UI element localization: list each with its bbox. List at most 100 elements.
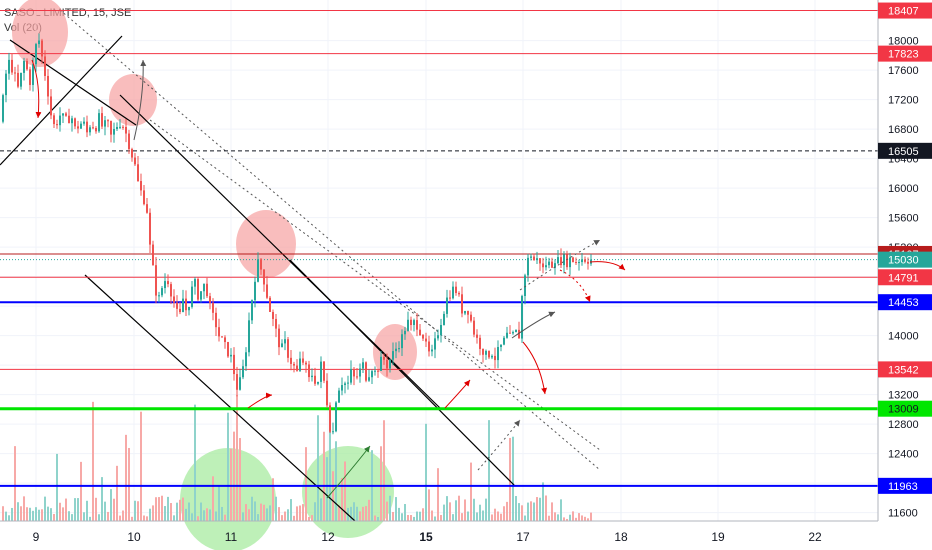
candle-body <box>500 344 502 348</box>
volume-bar <box>506 501 508 521</box>
volume-bar <box>404 504 406 521</box>
volume-bar <box>539 497 541 521</box>
candle-body <box>506 332 508 338</box>
volume-bar <box>254 501 256 521</box>
candle-body <box>194 279 196 287</box>
candle-body <box>374 370 376 372</box>
candle-body <box>182 298 184 313</box>
volume-bar <box>377 516 379 521</box>
candle-body <box>257 259 259 282</box>
projection-arrow <box>326 445 371 499</box>
candle-body <box>479 337 481 349</box>
candle-body <box>326 380 328 406</box>
trendline <box>289 259 516 487</box>
volume-bar <box>104 501 106 521</box>
candle-body <box>173 296 175 303</box>
candle-body <box>83 121 85 124</box>
projection-arrow <box>133 59 147 141</box>
volume-bar <box>233 431 235 521</box>
candle-body <box>275 318 277 329</box>
candle-body <box>578 262 580 264</box>
volume-bar <box>95 497 97 521</box>
candle-body <box>32 64 34 85</box>
volume-bar <box>47 506 49 521</box>
candle-body <box>515 329 517 333</box>
volume-bar <box>155 497 157 521</box>
volume-bar <box>224 514 226 521</box>
candle-body <box>347 382 349 384</box>
volume-bar <box>584 516 586 521</box>
candle-body <box>557 257 559 264</box>
level-label-bg-11963 <box>878 477 932 494</box>
volume-bar <box>14 446 16 521</box>
volume-bar <box>542 482 544 521</box>
volume-bar <box>230 448 232 521</box>
volume-bar <box>203 510 205 521</box>
volume-bar <box>482 510 484 521</box>
y-tick-label: 14000 <box>888 331 919 343</box>
x-tick-label: 9 <box>33 530 40 544</box>
candle-body <box>425 338 427 342</box>
volume-bar <box>452 514 454 521</box>
candle-body <box>77 126 79 129</box>
candle-body <box>314 375 316 384</box>
volume-bar <box>401 513 403 521</box>
candle-body <box>503 337 505 345</box>
volume-bar <box>200 502 202 521</box>
volume-bar <box>557 514 559 521</box>
candle-body <box>305 362 307 365</box>
candle-body <box>545 265 547 268</box>
candle-body <box>128 133 130 150</box>
volume-bar <box>215 511 217 521</box>
candle-body <box>587 261 589 264</box>
volume-bar <box>56 453 58 521</box>
candle-body <box>242 366 244 378</box>
volume-bar <box>164 506 166 521</box>
y-tick-label: 18000 <box>888 36 919 48</box>
candle-body <box>380 356 382 371</box>
candle-body <box>146 204 148 213</box>
level-label-bg-14791 <box>878 269 932 286</box>
volume-bar <box>50 508 52 521</box>
volume-bar <box>71 514 73 521</box>
volume-bar <box>518 503 520 521</box>
y-tick-label: 16000 <box>888 183 919 195</box>
candle-body <box>35 44 37 65</box>
volume-bar <box>146 516 148 521</box>
y-tick-label: 13200 <box>888 390 919 402</box>
candle-body <box>284 339 286 344</box>
candle-body <box>176 302 178 309</box>
candle-body <box>470 314 472 321</box>
candle-body <box>335 402 337 432</box>
candle-body <box>404 330 406 335</box>
volume-bar <box>560 499 562 521</box>
candle-body <box>530 256 532 258</box>
candle-body <box>554 263 556 268</box>
horizontal-levels <box>0 10 878 487</box>
projection-arrow <box>559 269 591 303</box>
volume-bar <box>5 511 7 521</box>
level-label-15030: 15030 <box>888 255 919 267</box>
candle-body <box>125 126 127 134</box>
volume-bar <box>80 461 82 521</box>
candle-body <box>227 342 229 357</box>
candle-body <box>452 286 454 299</box>
trendline <box>149 119 601 451</box>
candle-body <box>56 124 58 126</box>
volume-bar <box>311 515 313 521</box>
volume-bar <box>116 465 118 521</box>
volume-bar <box>161 495 163 521</box>
candle-body <box>74 118 76 127</box>
candle-body <box>494 355 496 361</box>
candle-body <box>323 361 325 381</box>
volume-bar <box>272 478 274 521</box>
candle-body <box>131 149 133 158</box>
y-tick-label: 11600 <box>888 508 918 520</box>
candle-body <box>143 190 145 205</box>
volume-bar <box>563 517 565 521</box>
candle-body <box>122 126 124 128</box>
y-tick-label: 17200 <box>888 95 919 107</box>
volume-bar <box>263 504 265 521</box>
candle-body <box>107 120 109 122</box>
